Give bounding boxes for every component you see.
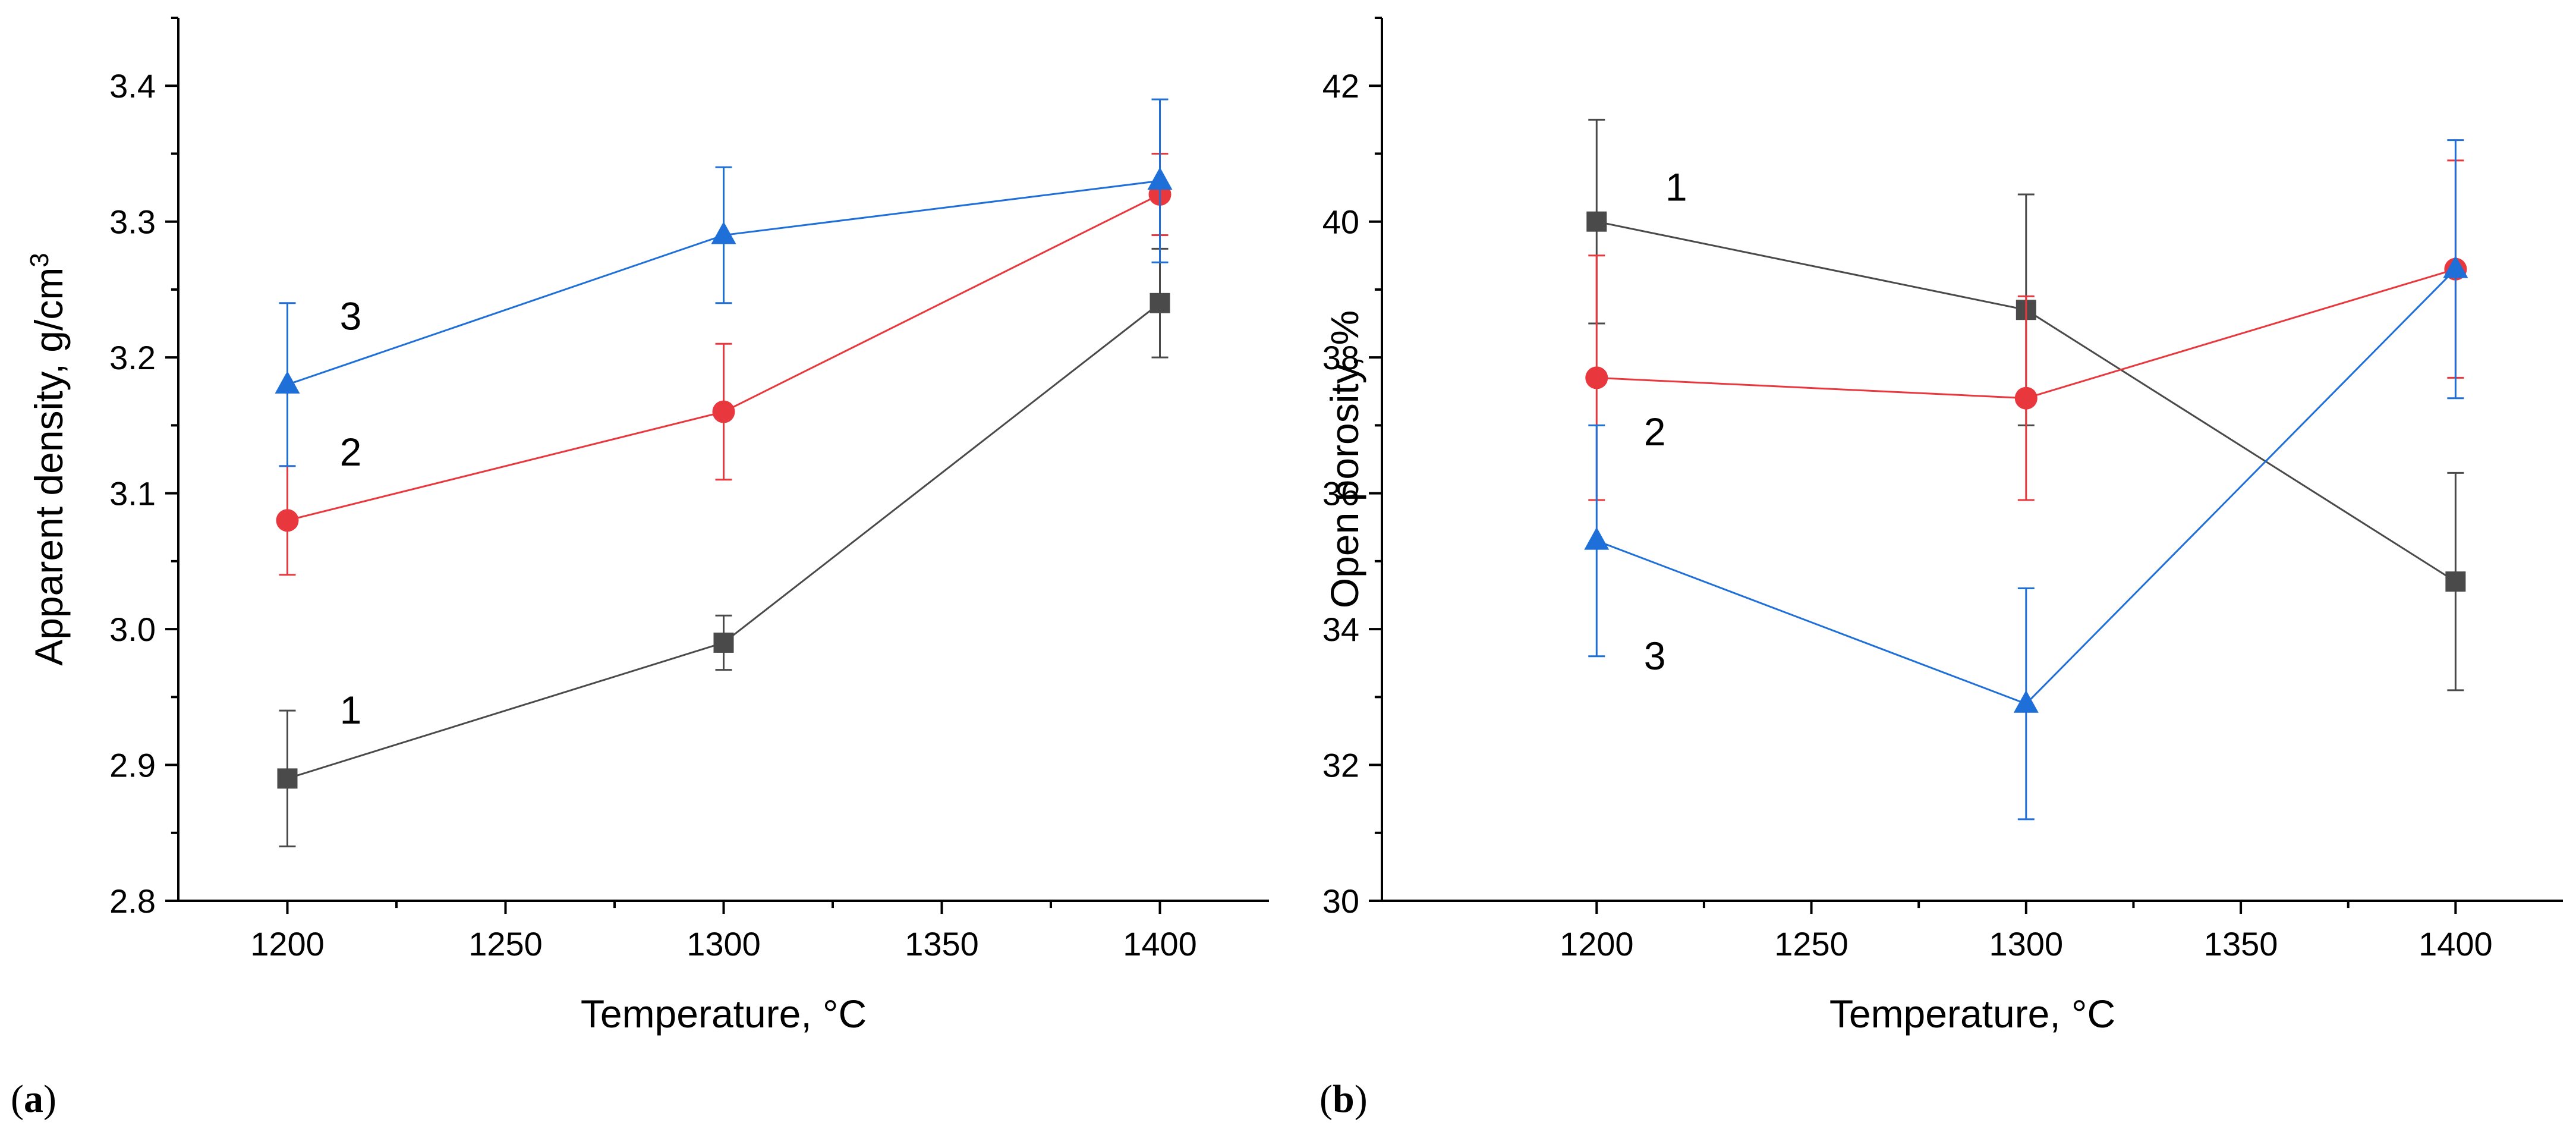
- series-number-label: 2: [340, 430, 362, 474]
- panel-label: (b): [1320, 1077, 1368, 1121]
- data-point-triangle: [2443, 255, 2468, 278]
- x-tick-label: 1250: [468, 925, 543, 963]
- y-tick-label: 3.1: [109, 475, 156, 513]
- x-tick-label: 1300: [686, 925, 761, 963]
- data-point-triangle: [1147, 167, 1173, 190]
- data-point-circle: [712, 400, 735, 423]
- x-tick-label: 1200: [250, 925, 325, 963]
- series-number-label: 1: [340, 688, 362, 732]
- series-number-label: 2: [1644, 410, 1666, 454]
- y-axis-title-superscript: 3: [25, 253, 54, 267]
- y-tick-label: 3.4: [109, 67, 156, 105]
- panel-label-close-paren: ): [1355, 1077, 1368, 1121]
- panel-label: (a): [11, 1077, 56, 1121]
- data-point-triangle: [711, 221, 736, 244]
- x-tick-label: 1300: [1989, 925, 2064, 963]
- y-tick-label: 42: [1322, 67, 1359, 105]
- panel-label-open-paren: (: [11, 1077, 24, 1121]
- data-point-circle: [276, 509, 299, 532]
- y-tick-label: 36: [1322, 475, 1359, 513]
- data-point-square: [277, 768, 298, 789]
- data-point-square: [2445, 571, 2466, 592]
- chart-panel-a: 1200 1250 1300 1350 1400 2.8 2.9 3.0 3.1 3.2 3.3 3.…: [11, 17, 1269, 1121]
- y-tick-label: 3.2: [109, 339, 156, 376]
- panel-label-close-paren: ): [43, 1077, 56, 1121]
- y-tick-label: 3.0: [109, 611, 156, 648]
- data-point-triangle: [1584, 527, 1610, 550]
- chart-panel-b: 1200 1250 1300 1350 140030323436384042Temper…: [1320, 17, 2563, 1121]
- data-point-square: [1150, 293, 1170, 313]
- y-tick-label: 32: [1322, 747, 1359, 784]
- series-3: [1584, 139, 2468, 821]
- panel-label-letter: a: [24, 1077, 43, 1121]
- y-tick-label: 30: [1322, 882, 1359, 920]
- x-axis-title: Temperature, °C: [1829, 992, 2115, 1036]
- data-point-circle: [1585, 366, 1608, 389]
- y-tick-label: 34: [1322, 611, 1359, 648]
- series-1: [277, 247, 1170, 848]
- series-number-label: 3: [340, 294, 362, 338]
- data-point-triangle: [2013, 690, 2039, 713]
- data-point-square: [713, 632, 734, 653]
- series-3: [275, 98, 1173, 467]
- data-point-circle: [2014, 386, 2038, 410]
- x-tick-label: 1400: [2418, 925, 2493, 963]
- y-axis-title: Open porosity, %: [1322, 310, 1366, 608]
- data-point-triangle: [275, 370, 300, 394]
- x-tick-label: 1400: [1123, 925, 1197, 963]
- x-axis-title: Temperature, °C: [581, 992, 867, 1036]
- series-2: [276, 152, 1172, 576]
- series-number-label: 1: [1665, 165, 1687, 209]
- y-tick-label: 2.8: [109, 882, 156, 920]
- x-tick-label: 1350: [2204, 925, 2278, 963]
- y-tick-label: 2.9: [109, 747, 156, 784]
- y-tick-label: 38: [1322, 339, 1359, 376]
- series-number-label: 3: [1644, 634, 1666, 678]
- y-axis-title-text: Open porosity, %: [1322, 310, 1366, 608]
- panel-label-letter: b: [1333, 1077, 1355, 1121]
- data-point-square: [1586, 211, 1607, 232]
- y-axis-title-text: Apparent density, g/cm: [27, 268, 71, 666]
- panel-label-open-paren: (: [1320, 1077, 1333, 1121]
- y-axis-title: Apparent density, g/cm3: [25, 253, 71, 666]
- y-tick-label: 3.3: [109, 203, 156, 241]
- x-tick-label: 1200: [1560, 925, 1634, 963]
- x-tick-label: 1350: [905, 925, 979, 963]
- x-tick-label: 1250: [1774, 925, 1848, 963]
- y-tick-label: 40: [1322, 203, 1359, 241]
